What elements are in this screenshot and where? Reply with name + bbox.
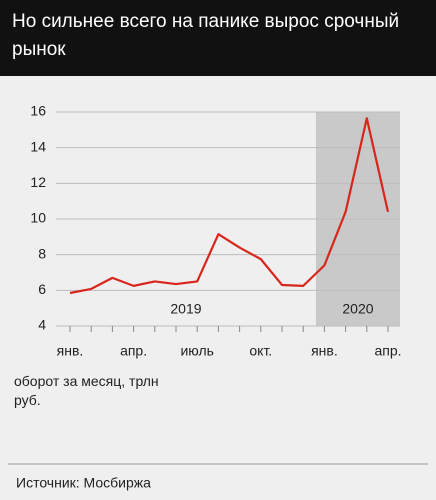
y-tick-label: 10: [30, 210, 46, 226]
x-tick-label: апр.: [120, 343, 147, 359]
y-tick-label: 8: [38, 245, 46, 261]
x-tick-label: апр.: [374, 343, 401, 359]
y-tick-label: 6: [38, 281, 46, 297]
group-label: 2019: [170, 301, 201, 317]
y-tick-label: 12: [30, 174, 46, 190]
source: Источник: Мосбиржа: [16, 475, 151, 491]
x-tick-label: янв.: [57, 343, 84, 359]
group-label: 2020: [342, 301, 373, 317]
x-tick-label: янв.: [311, 343, 338, 359]
x-tick-label: окт.: [249, 343, 272, 359]
chart-title: Но сильнее всего на панике вырос срочный…: [12, 11, 400, 60]
title-box: Но сильнее всего на панике вырос срочный…: [12, 11, 400, 60]
x-tick-label: июль: [180, 343, 213, 359]
y-tick-label: 16: [30, 103, 46, 119]
line: [69, 117, 390, 295]
y-tick-label: 14: [30, 138, 46, 154]
y-axis-label: оборот за месяц, трлн руб.: [14, 373, 159, 408]
header: [0, 0, 436, 76]
y-label-box: оборот за месяц, трлн руб.: [14, 373, 159, 408]
y-tick-label: 4: [38, 317, 46, 333]
